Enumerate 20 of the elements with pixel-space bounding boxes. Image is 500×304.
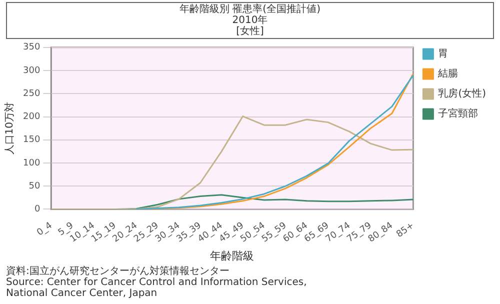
- y-tick-label: 0: [34, 204, 40, 215]
- y-tick-label: 200: [22, 112, 40, 122]
- legend-label: 胃: [438, 48, 448, 60]
- x-tick-label: 0_4: [35, 220, 54, 238]
- y-axis-title: 人口10万対: [4, 102, 16, 155]
- y-tick-label: 250: [22, 88, 40, 99]
- x-tick-label: 85+: [394, 220, 416, 240]
- x-axis-title: 年齢階級: [210, 249, 254, 262]
- y-tick-label: 100: [22, 158, 40, 168]
- y-tick-label: 50: [28, 181, 40, 192]
- y-tick-label: 350: [22, 42, 40, 53]
- legend-label: 結腸: [437, 68, 458, 80]
- y-tick-label: 300: [22, 66, 40, 76]
- legend-label: 乳房(女性): [438, 88, 486, 100]
- source-note: Source: Center for Cancer Control and Information Services, National Cancer Center, Japan: [6, 277, 308, 299]
- legend-label: 子宮頸部: [438, 108, 478, 120]
- y-tick-label: 150: [22, 135, 40, 146]
- chart-title: 年齢階級別 罹患率(全国推計値): [178, 4, 322, 15]
- text: 資料:国立がん研究センターがん対策情報センター: [6, 266, 230, 277]
- chart-subtitle: 2010年 [女性]: [231, 15, 269, 37]
